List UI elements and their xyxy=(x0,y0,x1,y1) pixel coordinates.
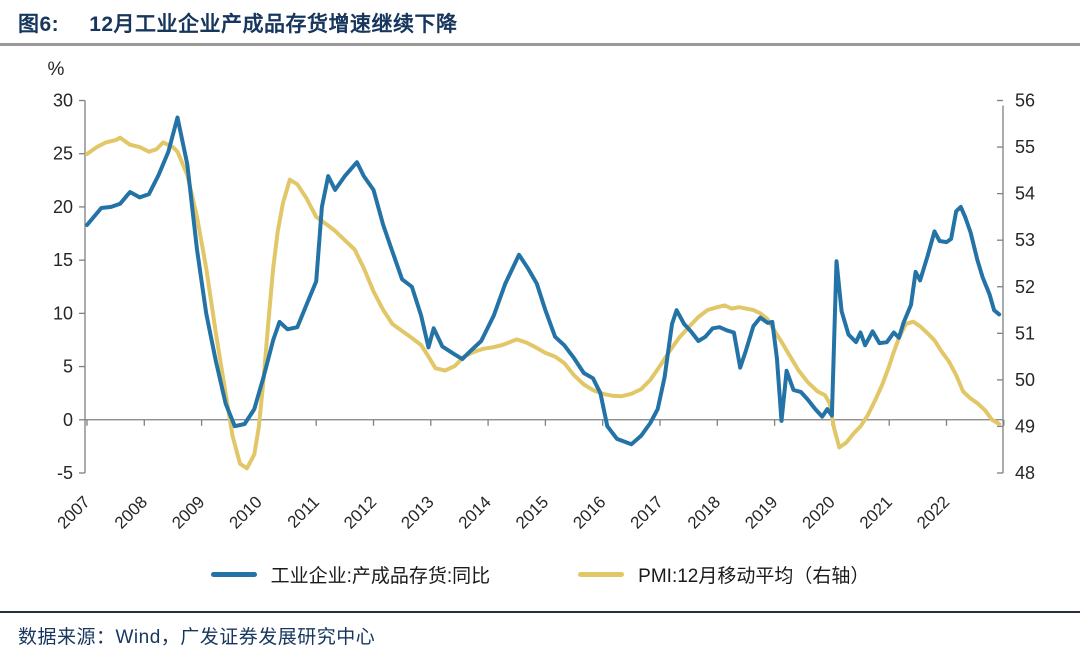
figure-label: 图6: xyxy=(18,13,60,36)
svg-text:%: % xyxy=(48,59,65,80)
svg-text:25: 25 xyxy=(53,144,73,164)
svg-text:10: 10 xyxy=(53,303,73,323)
svg-text:2019: 2019 xyxy=(741,492,781,532)
svg-text:5: 5 xyxy=(63,357,73,377)
svg-text:-5: -5 xyxy=(57,463,73,483)
svg-text:54: 54 xyxy=(1015,184,1035,204)
svg-text:0: 0 xyxy=(63,410,73,430)
svg-text:30: 30 xyxy=(53,91,73,111)
legend-item-inventory: 工业企业:产成品存货:同比 xyxy=(210,561,491,588)
svg-text:53: 53 xyxy=(1015,230,1035,250)
svg-text:20: 20 xyxy=(53,197,73,217)
svg-text:2018: 2018 xyxy=(684,492,724,532)
svg-text:49: 49 xyxy=(1015,416,1035,436)
figure-title: 12月工业企业产成品存货增速继续下降 xyxy=(89,13,458,36)
svg-text:2022: 2022 xyxy=(913,492,953,532)
svg-text:52: 52 xyxy=(1015,277,1035,297)
svg-text:55: 55 xyxy=(1015,137,1035,157)
svg-text:2010: 2010 xyxy=(226,492,266,532)
x-axis-labels: 2007 2008 2009 2010 2011 2012 2013 2014 2015 2016… xyxy=(54,492,954,532)
data-source: 数据来源：Wind，广发证券发展研究中心 xyxy=(18,627,376,648)
svg-text:2012: 2012 xyxy=(340,492,380,532)
svg-text:2013: 2013 xyxy=(397,492,437,532)
svg-text:48: 48 xyxy=(1015,463,1035,483)
svg-text:2017: 2017 xyxy=(627,492,667,532)
title-divider xyxy=(0,43,1080,46)
svg-text:51: 51 xyxy=(1015,323,1035,343)
svg-text:2021: 2021 xyxy=(856,492,896,532)
pmi-legend-label: PMI:12月移动平均（右轴） xyxy=(638,565,870,587)
figure-header: 图6: 12月工业企业产成品存货增速继续下降 xyxy=(18,8,1062,38)
footer-divider xyxy=(0,611,1080,613)
svg-text:50: 50 xyxy=(1015,370,1035,390)
svg-text:2020: 2020 xyxy=(799,492,839,532)
svg-text:2016: 2016 xyxy=(569,492,609,532)
svg-text:2008: 2008 xyxy=(111,492,151,532)
svg-text:15: 15 xyxy=(53,250,73,270)
svg-text:56: 56 xyxy=(1015,91,1035,111)
legend-item-pmi: PMI:12月移动平均（右轴） xyxy=(578,561,869,588)
chart-legend: 工业企业:产成品存货:同比 PMI:12月移动平均（右轴） xyxy=(0,557,1080,591)
pmi-line-swatch xyxy=(578,571,625,577)
series-line-inventory xyxy=(85,115,1002,447)
left-axis-unit: % xyxy=(48,59,65,80)
series-line-pmi xyxy=(85,135,1002,471)
svg-text:2014: 2014 xyxy=(455,492,495,532)
svg-text:2007: 2007 xyxy=(54,492,94,532)
svg-text:2015: 2015 xyxy=(512,492,552,532)
chart-area: % 30 25 20 15 10 5 0 -5 56 55 54 53 52 51 50 49 48 2007 200… xyxy=(0,55,1080,545)
inventory-legend-label: 工业企业:产成品存货:同比 xyxy=(270,565,491,587)
zero-axis xyxy=(85,419,1005,426)
svg-text:2011: 2011 xyxy=(284,492,323,531)
left-axis: 30 25 20 15 10 5 0 -5 xyxy=(53,91,86,483)
inventory-line-swatch xyxy=(210,571,257,577)
svg-text:2009: 2009 xyxy=(168,492,208,532)
right-axis: 56 55 54 53 52 51 50 49 48 xyxy=(997,91,1035,483)
